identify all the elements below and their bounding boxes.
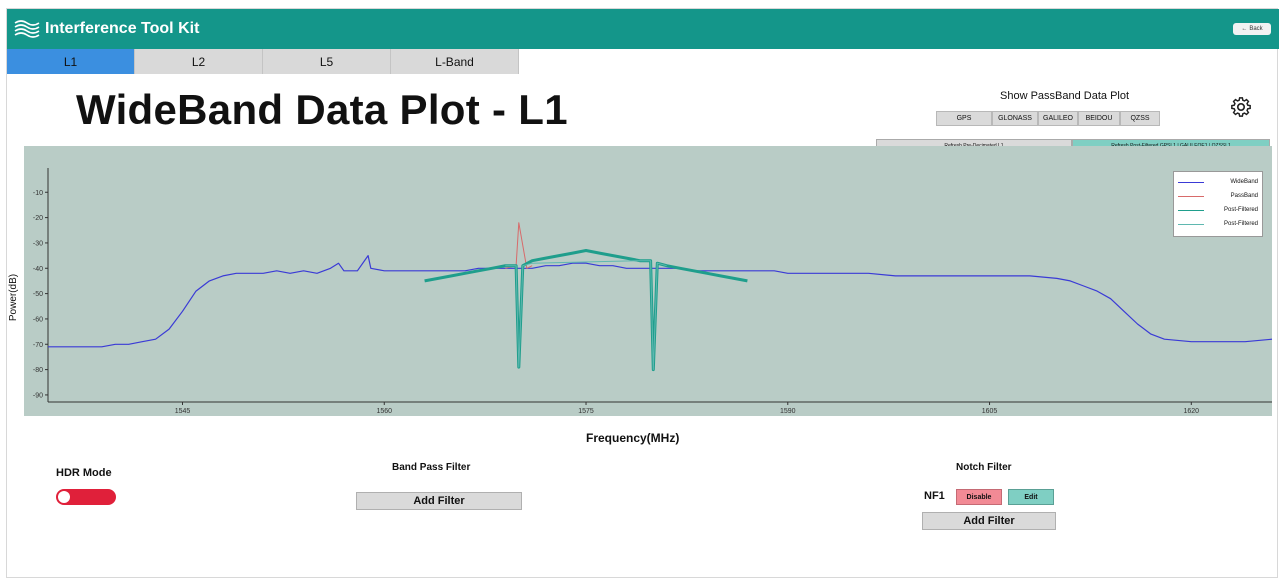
- legend-swatch: [1178, 223, 1204, 225]
- plot-area: [24, 146, 1272, 416]
- hdr-mode-label: HDR Mode: [56, 467, 112, 479]
- toggle-knob: [58, 491, 70, 503]
- y-tick-label: -80: [33, 367, 43, 374]
- legend-swatch: [1178, 195, 1204, 197]
- legend-swatch: [1178, 181, 1204, 183]
- y-tick-label: -10: [33, 190, 43, 197]
- passband-gps-button[interactable]: GPS: [936, 111, 992, 126]
- passband-buttons: GPS GLONASS GALILEO BEIDOU QZSS: [936, 111, 1160, 126]
- signal-waves-icon: [14, 20, 40, 38]
- y-tick-label: -30: [33, 240, 43, 247]
- y-tick-label: -40: [33, 266, 43, 273]
- nf1-label: NF1: [924, 490, 945, 502]
- y-axis-label: Power(dB): [8, 273, 20, 322]
- x-axis-label: Frequency(MHz): [586, 431, 680, 445]
- chart-legend: WideBand PassBand Post-Filtered Post-Filter…: [1173, 171, 1263, 237]
- tab-l1[interactable]: L1: [7, 49, 135, 74]
- x-tick-label: 1590: [780, 408, 796, 415]
- band-tabs: L1 L2 L5 L-Band: [7, 49, 519, 74]
- add-notch-filter-button[interactable]: Add Filter: [922, 512, 1056, 530]
- legend-item: PassBand: [1178, 189, 1258, 203]
- legend-item: Post-Filtered: [1178, 217, 1258, 231]
- x-tick-label: 1605: [982, 408, 998, 415]
- back-label: Back: [1249, 26, 1263, 32]
- nf1-disable-button[interactable]: Disable: [956, 489, 1002, 505]
- post-filtered-2-series-line: [505, 260, 667, 371]
- x-tick-label: 1575: [578, 408, 594, 415]
- title-bar: Interference Tool Kit ← Back: [7, 9, 1279, 49]
- passband-galileo-button[interactable]: GALILEO: [1038, 111, 1078, 126]
- wideband-chart: -10 -20 -30 -40 -50 -60 -70 -80 -90 1545 1560 1575 1…: [33, 168, 1273, 415]
- y-tick-label: -20: [33, 215, 43, 222]
- legend-label: PassBand: [1230, 193, 1258, 199]
- y-tick-label: -50: [33, 291, 43, 298]
- notch-filter-label: Notch Filter: [956, 462, 1012, 473]
- back-button[interactable]: ← Back: [1233, 23, 1271, 35]
- hdr-mode-toggle[interactable]: [56, 489, 116, 505]
- passband-beidou-button[interactable]: BEIDOU: [1078, 111, 1120, 126]
- gear-icon[interactable]: [1230, 96, 1252, 118]
- app-title: Interference Tool Kit: [45, 20, 200, 37]
- legend-label: Post-Filtered: [1223, 207, 1258, 213]
- wideband-series-line: [48, 255, 1273, 348]
- legend-item: Post-Filtered: [1178, 203, 1258, 217]
- x-tick-label: 1545: [175, 408, 191, 415]
- y-tick-label: -70: [33, 342, 43, 349]
- passband-glonass-button[interactable]: GLONASS: [992, 111, 1038, 126]
- passband-label: Show PassBand Data Plot: [1000, 90, 1130, 102]
- passband-qzss-button[interactable]: QZSS: [1120, 111, 1160, 126]
- back-arrow-icon: ←: [1241, 26, 1248, 32]
- nf1-edit-button[interactable]: Edit: [1008, 489, 1054, 505]
- x-tick-label: 1620: [1184, 408, 1200, 415]
- tab-l5[interactable]: L5: [263, 49, 391, 74]
- y-tick-label: -90: [33, 392, 43, 399]
- legend-swatch: [1178, 209, 1204, 211]
- x-tick-label: 1560: [376, 408, 392, 415]
- add-band-pass-filter-button[interactable]: Add Filter: [356, 492, 522, 510]
- band-pass-filter-label: Band Pass Filter: [392, 462, 471, 473]
- tab-l2[interactable]: L2: [135, 49, 263, 74]
- tab-l-band[interactable]: L-Band: [391, 49, 519, 74]
- legend-item: WideBand: [1178, 175, 1258, 189]
- legend-label: WideBand: [1230, 179, 1258, 185]
- page-title: WideBand Data Plot - L1: [76, 86, 568, 133]
- post-filtered-series-line: [424, 249, 748, 372]
- legend-label: Post-Filtered: [1223, 221, 1258, 227]
- y-tick-label: -60: [33, 316, 43, 323]
